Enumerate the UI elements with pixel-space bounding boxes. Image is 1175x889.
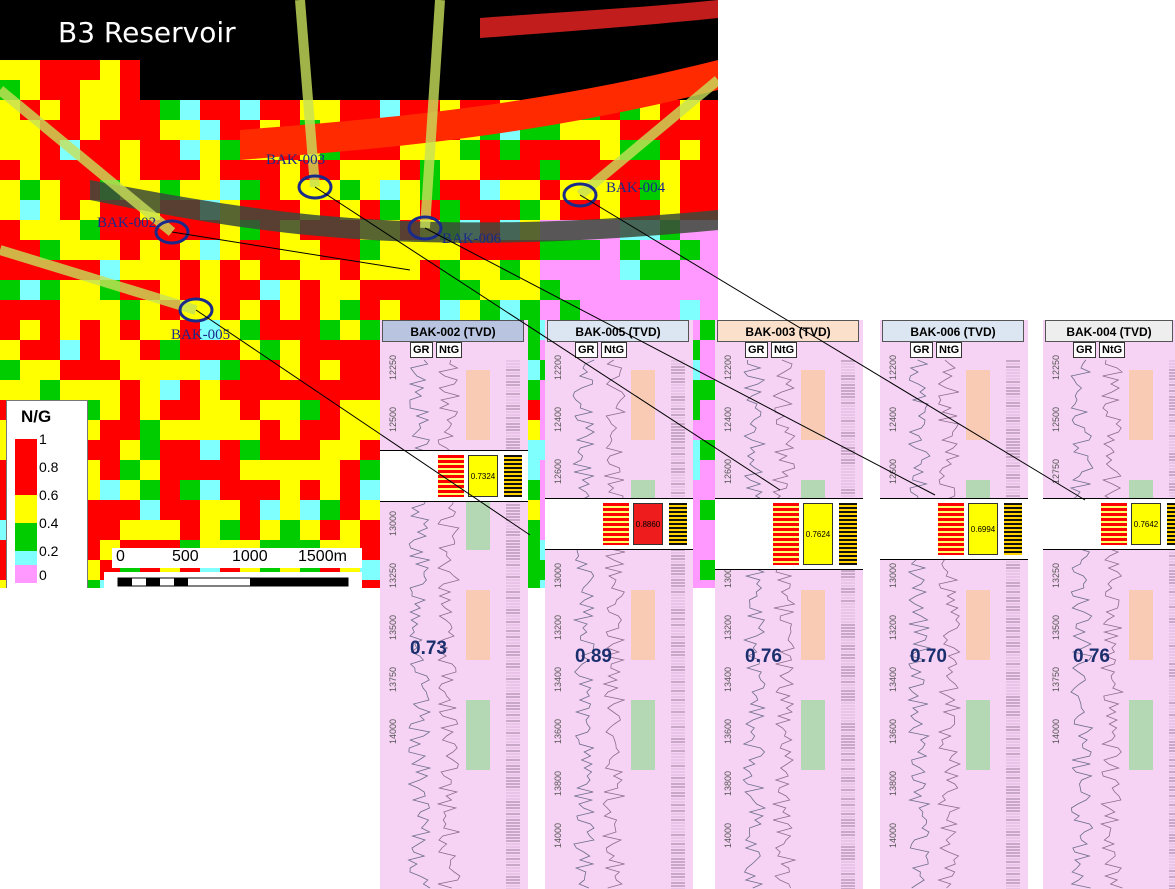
- scale-label-1500m: 1500m: [298, 548, 347, 565]
- well-panel-1[interactable]: BAK-002 (TVD)GRNtG1225012500127501300013…: [380, 320, 528, 889]
- well-label-bak-002[interactable]: BAK-002: [97, 215, 157, 231]
- zone-band: 0.7324: [380, 450, 528, 502]
- zone-ntg-block: 0.7324: [468, 455, 498, 497]
- log-curves: [571, 359, 685, 889]
- scale-bar: [104, 572, 362, 588]
- zone-lithology-track: [504, 455, 522, 497]
- ntg-average-value: 0.73: [410, 638, 447, 659]
- zone-ntg-block: 0.7642: [1131, 503, 1161, 545]
- scale-label-0: 0: [116, 548, 125, 565]
- zone-log-track: [438, 455, 464, 497]
- legend-swatch-red: [15, 439, 37, 467]
- zone-lithology-track: [1167, 503, 1175, 545]
- ntg-track-label: NtG: [1099, 342, 1126, 358]
- legend-swatch-pink: [15, 565, 37, 583]
- legend-tick-0: 0: [39, 567, 47, 583]
- map-title: B3 Reservoir: [58, 16, 236, 49]
- ntg-average-value: 0.70: [910, 646, 947, 667]
- zone-band: 0.7642: [1043, 498, 1175, 550]
- zone-log-track: [603, 503, 629, 545]
- log-curves: [407, 359, 520, 889]
- zone-ntg-block: 0.8860: [633, 503, 663, 545]
- legend-tick-0-2: 0.2: [39, 543, 59, 559]
- zone-lithology-track: [839, 503, 857, 565]
- legend-swatch-red-2: [15, 467, 37, 495]
- scale-label-500: 500: [172, 548, 199, 565]
- log-curves: [742, 359, 855, 889]
- zone-ntg-block: 0.6994: [968, 503, 998, 555]
- legend-tick-1: 1: [39, 431, 47, 447]
- well-label-bak-005[interactable]: BAK-005: [171, 327, 231, 343]
- legend-title: N/G: [21, 407, 52, 426]
- zone-log-track: [1101, 503, 1127, 545]
- zone-band: 0.6994: [880, 498, 1028, 560]
- legend-swatch-cyan: [15, 551, 37, 565]
- well-correlation-panels: BAK-002 (TVD)GRNtG1225012500127501300013…: [380, 320, 1175, 889]
- ntg-average-value: 0.89: [575, 646, 612, 667]
- well-panel-5[interactable]: BAK-004 (TVD)GRNtG1225012500127501300013…: [1043, 320, 1175, 889]
- zone-log-track: [773, 503, 799, 565]
- well-label-bak-003[interactable]: BAK-003: [266, 152, 326, 168]
- zone-lithology-track: [1004, 503, 1022, 555]
- zone-ntg-block: 0.7624: [803, 503, 833, 565]
- ntg-average-value: 0.76: [1073, 646, 1110, 667]
- well-label-bak-006[interactable]: BAK-006: [442, 231, 502, 247]
- log-curves: [907, 359, 1020, 889]
- well-panel-2[interactable]: BAK-005 (TVD)GRNtG1220012400126001280013…: [545, 320, 693, 889]
- well-panel-4[interactable]: BAK-006 (TVD)GRNtG1220012400126001280013…: [880, 320, 1028, 889]
- zone-band: 0.7624: [715, 498, 863, 570]
- scale-label-1000: 1000: [232, 548, 268, 565]
- scale-labels: 0 500 1000 1500m: [112, 548, 362, 568]
- well-panel-3[interactable]: BAK-003 (TVD)GRNtG1220012400126001280013…: [715, 320, 863, 889]
- legend-tick-0-8: 0.8: [39, 459, 59, 475]
- zone-band: 0.8860: [545, 498, 693, 550]
- legend-tick-0-4: 0.4: [39, 515, 59, 531]
- well-label-bak-004[interactable]: BAK-004: [606, 180, 666, 196]
- legend-swatch-yellow: [15, 495, 37, 523]
- legend-tick-0-6: 0.6: [39, 487, 59, 503]
- ntg-average-value: 0.76: [745, 646, 782, 667]
- zone-log-track: [938, 503, 964, 555]
- legend-swatch-green: [15, 523, 37, 551]
- ng-legend: N/G 1 0.8 0.6 0.4 0.2 0: [6, 400, 88, 588]
- log-curves: [1069, 359, 1175, 889]
- zone-lithology-track: [669, 503, 687, 545]
